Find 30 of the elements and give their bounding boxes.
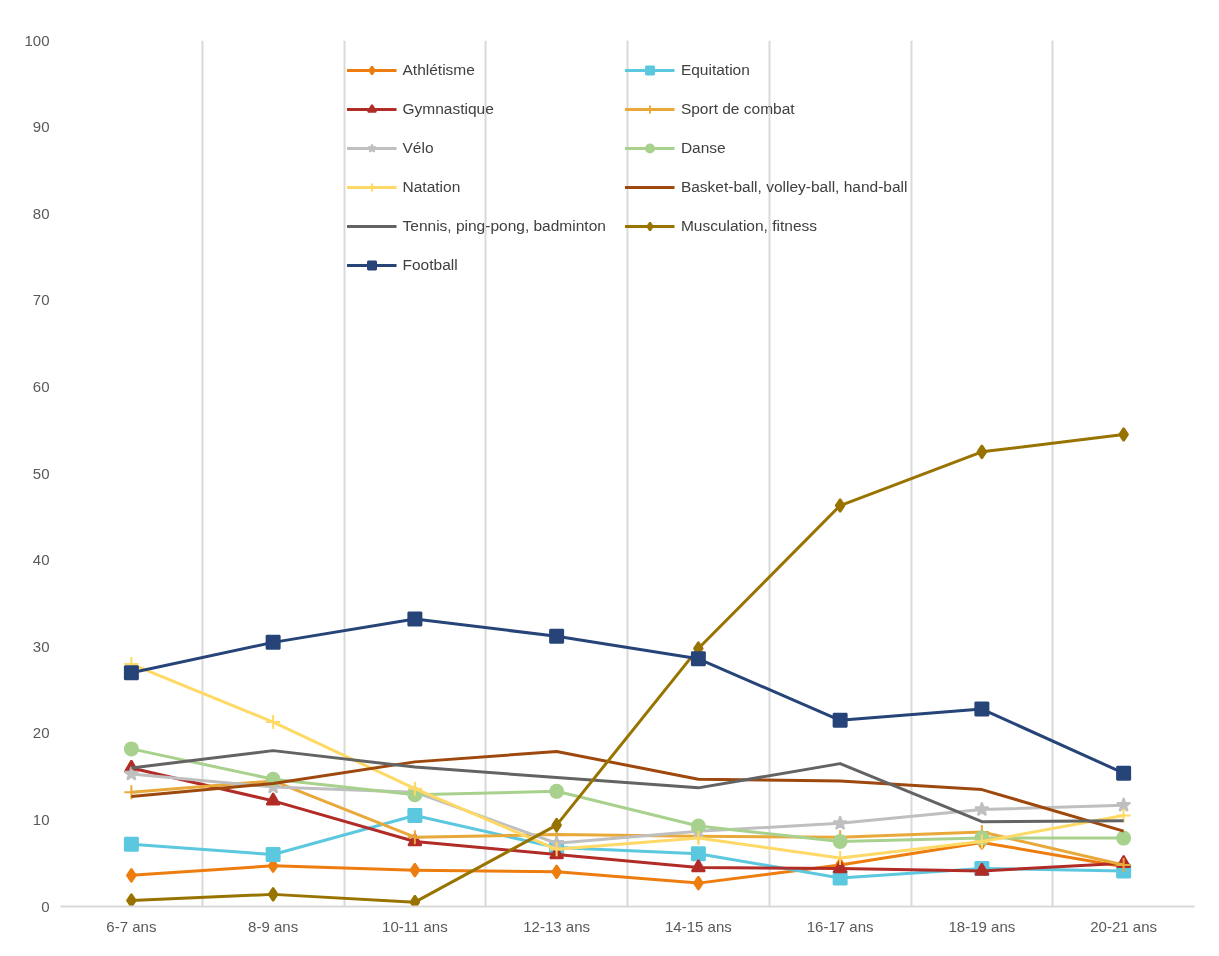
x-tick-label: 6-7 ans bbox=[106, 917, 157, 935]
legend-label: Natation bbox=[402, 178, 461, 196]
y-tick-label: 80 bbox=[32, 204, 50, 222]
x-tick-label: 12-13 ans bbox=[523, 917, 590, 935]
y-tick-label: 0 bbox=[41, 897, 50, 915]
y-tick-label: 60 bbox=[32, 377, 50, 395]
legend-label: Danse bbox=[680, 139, 726, 157]
x-tick-label: 10-11 ans bbox=[382, 917, 448, 935]
y-tick-label: 90 bbox=[32, 118, 50, 136]
x-tick-label: 8-9 ans bbox=[248, 917, 299, 935]
y-tick-label: 50 bbox=[32, 464, 50, 482]
y-tick-label: 30 bbox=[32, 637, 50, 655]
y-tick-label: 10 bbox=[32, 810, 50, 828]
y-tick-label: 40 bbox=[32, 551, 50, 569]
legend-label: Athlétisme bbox=[402, 61, 475, 79]
y-tick-label: 20 bbox=[32, 724, 50, 742]
legend-label: Equitation bbox=[680, 61, 750, 79]
legend-label: Musculation, fitness bbox=[680, 217, 818, 235]
x-tick-label: 18-19 ans bbox=[948, 917, 1016, 935]
legend-label: Basket-ball, volley-ball, hand-ball bbox=[680, 178, 908, 196]
legend-label: Vélo bbox=[402, 139, 434, 157]
legend-label: Sport de combat bbox=[680, 100, 795, 118]
x-tick-label: 16-17 ans bbox=[806, 917, 874, 935]
legend-label: Gymnastique bbox=[402, 100, 494, 118]
legend-label: Tennis, ping-pong, badminton bbox=[402, 217, 606, 235]
x-tick-label: 20-21 ans bbox=[1090, 917, 1157, 935]
y-tick-label: 70 bbox=[32, 291, 50, 309]
y-tick-label: 100 bbox=[24, 31, 50, 49]
legend-label: Football bbox=[402, 256, 458, 274]
x-tick-label: 14-15 ans bbox=[665, 917, 732, 935]
